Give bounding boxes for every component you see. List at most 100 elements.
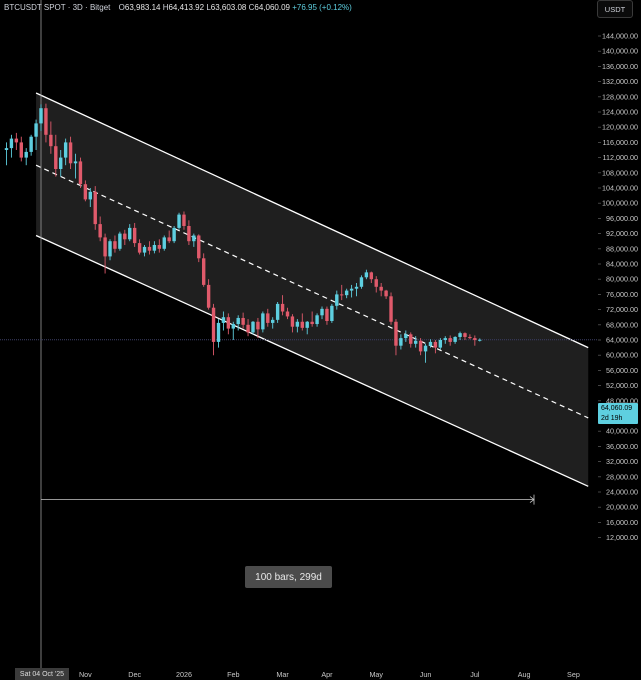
candle-up [428, 341, 433, 346]
candle-down [241, 317, 245, 325]
candle-down [448, 338, 452, 342]
price-tick-label: 108,000.00 [602, 168, 638, 177]
change-value: +76.95 (+0.12%) [292, 3, 352, 12]
candle-up [9, 138, 14, 149]
candle-up [118, 233, 122, 249]
low-value: 63,603.08 [210, 3, 247, 12]
candle-down [211, 307, 216, 342]
price-tick-label: 92,000.00 [606, 229, 638, 238]
candle-up [192, 235, 196, 242]
price-tick-label: 12,000.00 [606, 533, 638, 542]
candle-down [340, 294, 344, 296]
candle-up [453, 336, 457, 342]
candle-up [216, 322, 221, 342]
candle-up [152, 245, 157, 251]
candle-down [68, 142, 73, 164]
price-tick-label: 72,000.00 [606, 305, 638, 314]
price-tick-label: 84,000.00 [606, 260, 638, 269]
candle-down [54, 146, 58, 169]
price-tick-label: 132,000.00 [602, 77, 638, 86]
candle-up [354, 286, 359, 289]
candle-up [142, 246, 147, 253]
candle-up [59, 157, 63, 169]
channel-fill [36, 93, 589, 487]
price-tick-label: 96,000.00 [606, 214, 638, 223]
candle-down [384, 290, 388, 297]
candle-up [305, 321, 309, 328]
candle-up [423, 345, 428, 352]
candle-up [73, 161, 78, 164]
time-tick-label: 2026 [176, 670, 192, 679]
price-tick-label: 128,000.00 [602, 92, 638, 101]
candle-up [315, 315, 319, 325]
time-tick-label: Dec [128, 670, 141, 679]
time-tick-label: Apr [321, 670, 333, 679]
candle-down [473, 338, 477, 341]
price-tick-label: 40,000.00 [606, 427, 638, 436]
candle-down [187, 226, 191, 242]
candle-up [295, 321, 300, 327]
candle-up [275, 303, 280, 320]
price-axis[interactable]: 144,000.00 140,000.00 136,000.00 132,000.00… [598, 32, 638, 543]
price-tick-label: 16,000.00 [606, 518, 638, 527]
candle-down [379, 286, 383, 291]
candle-up [221, 317, 226, 323]
close-value: 64,060.09 [254, 3, 290, 12]
candle-down [418, 340, 423, 352]
last-price-tag: 64,060.09 2d 19h [598, 403, 638, 424]
candle-up [251, 321, 255, 333]
candle-down [123, 233, 127, 240]
candle-down [290, 316, 295, 327]
candle-up [39, 108, 43, 124]
time-axis[interactable]: Nov Dec 2026 Feb Mar Apr May Jun Jul Aug Sep [79, 670, 580, 679]
candle-up [24, 151, 28, 158]
price-tick-label: 36,000.00 [606, 442, 638, 451]
time-tick-label: Sep [567, 670, 580, 679]
price-tick-label: 140,000.00 [602, 47, 638, 56]
candle-down [369, 272, 374, 280]
candle-down [197, 235, 201, 259]
candle-up [330, 305, 334, 321]
last-price-value: 64,060.09 [601, 405, 633, 412]
price-tick-label: 144,000.00 [602, 32, 638, 41]
candle-up [88, 191, 92, 200]
candle-up [172, 227, 176, 242]
time-tick-label: Nov [79, 670, 92, 679]
candle-up [29, 136, 33, 152]
candle-down [256, 321, 260, 330]
candle-up [335, 294, 339, 306]
price-tick-label: 24,000.00 [606, 488, 638, 497]
candle-down [285, 311, 290, 317]
time-tick-label: Jul [470, 670, 480, 679]
candle-up [458, 333, 462, 337]
currency-button[interactable]: USDT [597, 0, 633, 18]
candle-up [177, 214, 181, 228]
candle-down [132, 227, 137, 244]
price-tick-label: 68,000.00 [606, 320, 638, 329]
channel-lower-line [35, 234, 589, 487]
open-value: 63,983.14 [124, 3, 161, 12]
bar-countdown: 2d 19h [601, 415, 623, 422]
price-tick-label: 76,000.00 [606, 290, 638, 299]
time-tick-label: May [369, 670, 383, 679]
candle-up [108, 241, 112, 257]
price-tick-label: 124,000.00 [602, 108, 638, 117]
candle-down [463, 333, 467, 337]
candle-up [478, 339, 482, 341]
candle-up [271, 319, 275, 323]
candle-down [147, 246, 152, 251]
candle-down [182, 214, 186, 226]
price-tick-label: 20,000.00 [606, 503, 638, 512]
candle-down [310, 321, 314, 325]
symbol-title[interactable]: BTCUSDT SPOT · 3D · Bitget [4, 3, 111, 12]
candle-down [137, 243, 142, 253]
price-tick-label: 136,000.00 [602, 62, 638, 71]
candle-down [103, 237, 107, 257]
price-tick-label: 64,000.00 [606, 336, 638, 345]
channel-middle-line [35, 164, 589, 419]
candle-down [167, 237, 171, 242]
open-label: O [118, 3, 125, 12]
channel-upper-line [35, 92, 589, 349]
candle-up [364, 272, 369, 278]
